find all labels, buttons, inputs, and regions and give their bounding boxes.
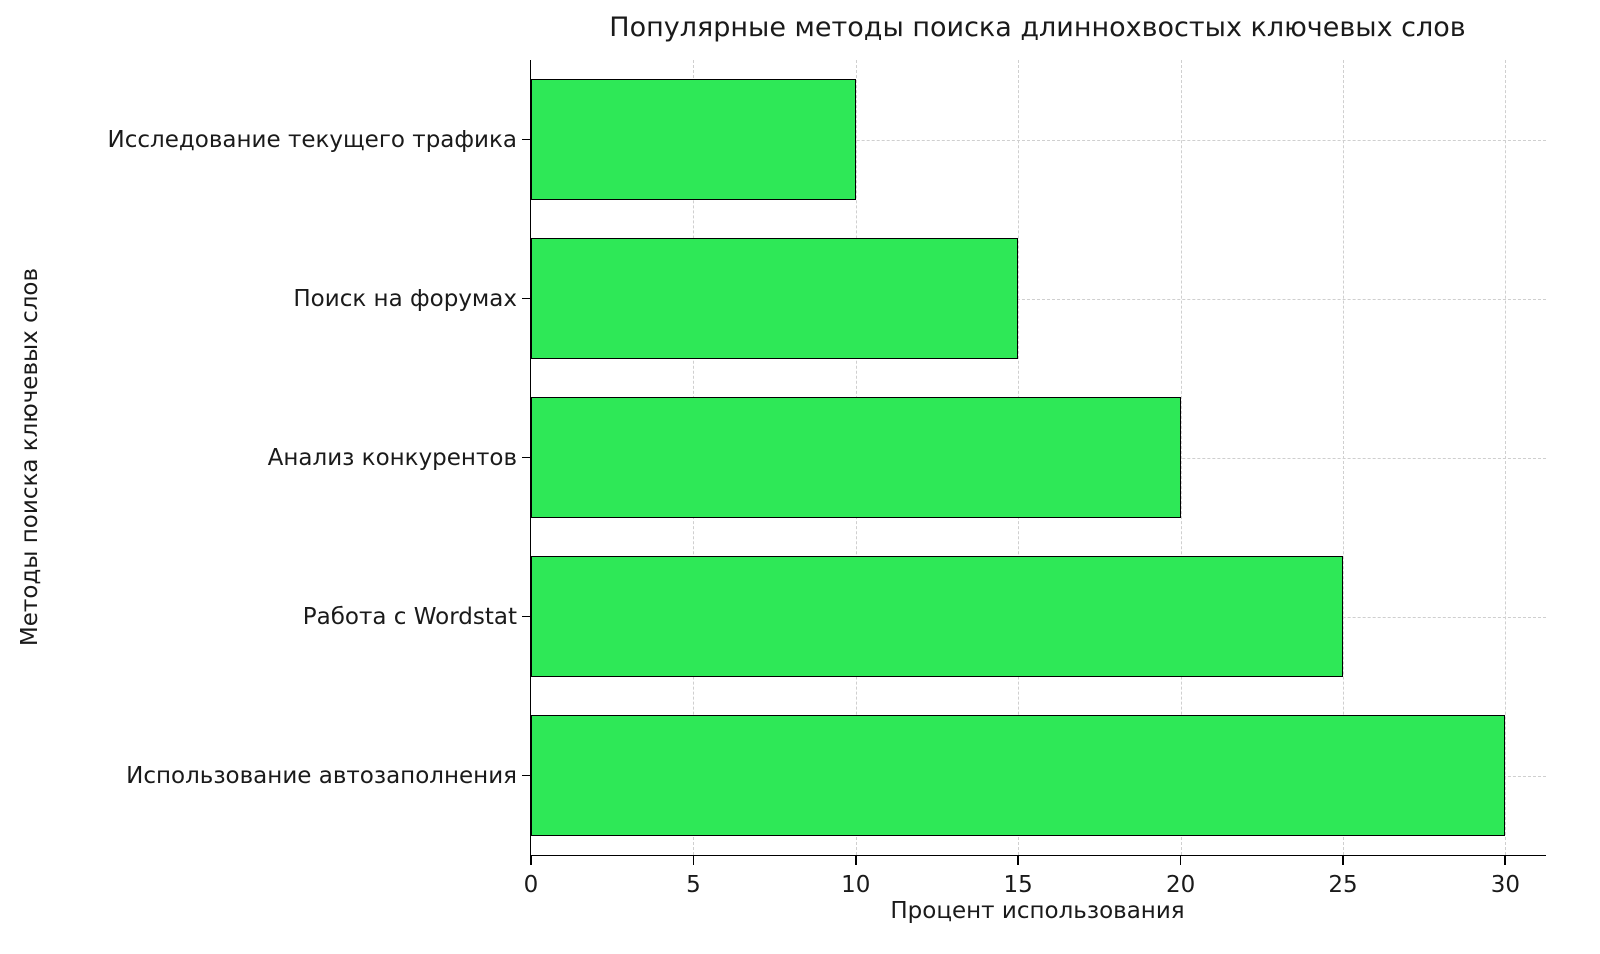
y-tick-mark (522, 615, 531, 618)
y-tick-label: Работа с Wordstat (302, 603, 517, 630)
y-tick-label: Поиск на форумах (293, 285, 517, 312)
y-tick-label: Анализ конкурентов (267, 444, 517, 471)
y-tick-mark (522, 456, 531, 459)
x-tick-mark (1342, 856, 1344, 865)
x-tick-label: 30 (1490, 872, 1521, 898)
h-gridline (531, 139, 1546, 141)
x-tick-label: 10 (841, 872, 871, 898)
h-gridline (531, 298, 1546, 300)
y-axis-label: Методы поиска ключевых слов (17, 267, 43, 647)
x-tick-mark (530, 856, 532, 865)
y-tick-mark (522, 138, 531, 141)
x-tick-label: 20 (1165, 872, 1196, 898)
bar (531, 238, 1019, 359)
x-tick-label: 25 (1328, 872, 1358, 898)
bar (531, 79, 856, 200)
x-tick-label: 0 (523, 872, 539, 898)
bar (531, 556, 1343, 677)
x-tick-mark (1017, 856, 1020, 865)
bar (531, 397, 1181, 518)
x-tick-label: 5 (686, 872, 701, 898)
plot-area: 0 5 10 15 20 25 30 Исследование текущего трафик… (108, 60, 1546, 898)
x-tick-mark (854, 856, 857, 865)
y-tick-label: Исследование текущего трафика (107, 126, 517, 153)
x-tick-mark (1179, 856, 1182, 865)
bar (531, 715, 1506, 836)
y-tick-label: Использование автозаполнения (126, 762, 517, 789)
x-axis-label: Процент использования (890, 898, 1185, 924)
y-tick-mark (522, 297, 531, 300)
x-tick-mark (1504, 856, 1507, 865)
x-tick-mark (692, 856, 695, 865)
x-tick-label: 15 (1003, 872, 1033, 898)
chart-title: Популярные методы поиска длиннохвостых к… (609, 12, 1466, 43)
y-tick-mark (522, 774, 531, 777)
